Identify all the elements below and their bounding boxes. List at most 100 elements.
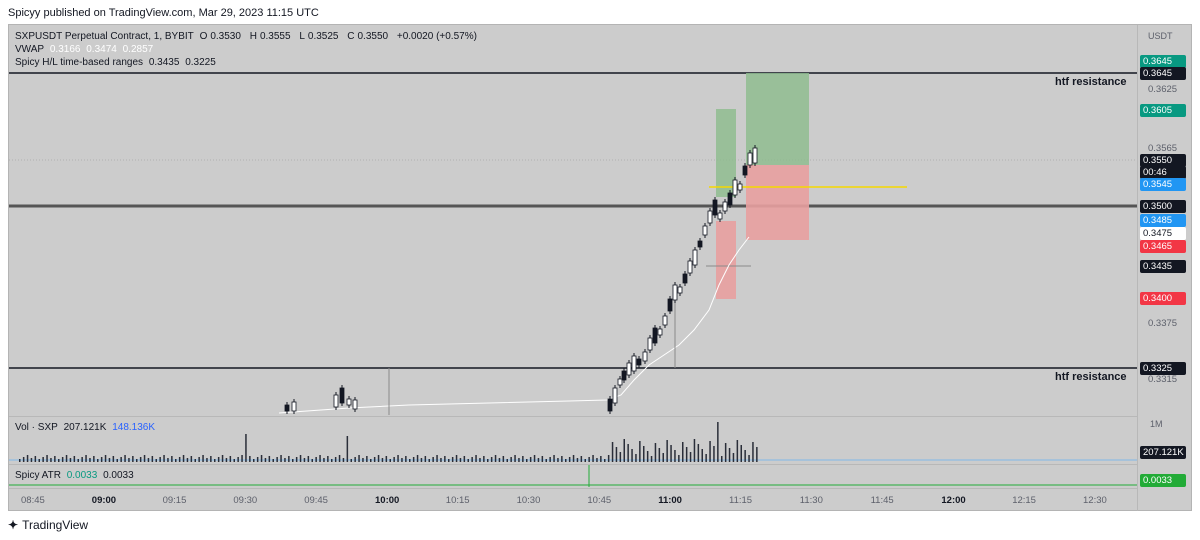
volume-bar bbox=[748, 455, 750, 462]
volume-bar bbox=[623, 439, 625, 462]
ohlc-high: 0.3555 bbox=[259, 31, 291, 42]
footer-brand[interactable]: ✦ TradingView bbox=[8, 518, 88, 532]
time-tick: 09:30 bbox=[233, 495, 258, 506]
vwap-label: VWAP bbox=[15, 44, 45, 55]
main-price-pane[interactable]: SXPUSDT Perpetual Contract, 1, BYBIT O 0.… bbox=[9, 25, 1137, 415]
publish-info: Spicyy published on TradingView.com, Mar… bbox=[8, 7, 319, 19]
candlestick-series bbox=[284, 145, 758, 414]
atr-axis-label: 0.0033 bbox=[1140, 474, 1186, 487]
volume-bar bbox=[151, 456, 154, 462]
volume-bar bbox=[190, 456, 193, 462]
volume-bar bbox=[502, 456, 505, 462]
volume-bar bbox=[643, 446, 645, 462]
volume-bar bbox=[311, 459, 313, 462]
price-tick: 0.3625 bbox=[1148, 84, 1178, 95]
volume-bar bbox=[537, 458, 540, 462]
price-chart-svg[interactable] bbox=[9, 25, 1137, 415]
time-tick: 10:30 bbox=[516, 495, 541, 506]
vwap-legend[interactable]: VWAP 0.3166 0.3474 0.2857 bbox=[15, 44, 156, 55]
volume-bar bbox=[744, 450, 746, 462]
volume-bar bbox=[385, 456, 388, 462]
volume-bar bbox=[272, 459, 274, 462]
candle-body bbox=[727, 192, 733, 206]
volume-bar bbox=[206, 458, 208, 462]
candle-body bbox=[737, 183, 743, 191]
volume-bar bbox=[58, 459, 60, 462]
volume-bar bbox=[229, 456, 232, 462]
chart-frame[interactable]: SXPUSDT Perpetual Contract, 1, BYBIT O 0.… bbox=[8, 24, 1192, 511]
volume-bar bbox=[565, 459, 567, 462]
ohlc-low: 0.3525 bbox=[307, 31, 339, 42]
volume-bar bbox=[77, 459, 79, 462]
volume-bar bbox=[713, 446, 715, 462]
candle-body bbox=[617, 378, 623, 386]
time-tick: 10:00 bbox=[375, 495, 400, 506]
volume-bar bbox=[241, 455, 243, 462]
volume-legend[interactable]: Vol · SXP 207.121K 148.136K bbox=[15, 422, 158, 433]
volume-bar bbox=[724, 443, 727, 462]
volume-bar bbox=[171, 456, 173, 462]
volume-bar bbox=[354, 457, 356, 462]
htf-resistance-lower-label: htf resistance bbox=[1055, 371, 1127, 383]
volume-bar bbox=[533, 455, 536, 462]
volume-bar bbox=[440, 458, 442, 462]
volume-bar bbox=[233, 459, 235, 462]
atr-pane[interactable]: Spicy ATR 0.0033 0.0033 bbox=[9, 464, 1137, 488]
time-tick: 12:15 bbox=[1012, 495, 1036, 506]
price-label-target-2: 0.3605 bbox=[1140, 104, 1186, 117]
price-label-target: 0.3645 bbox=[1140, 55, 1186, 68]
time-tick: 12:00 bbox=[941, 495, 966, 506]
volume-bar bbox=[253, 459, 255, 462]
time-tick: 11:30 bbox=[799, 495, 823, 506]
volume-bar bbox=[167, 458, 169, 462]
hl-legend[interactable]: Spicy H/L time-based ranges 0.3435 0.322… bbox=[15, 57, 219, 68]
candle-body bbox=[642, 351, 648, 362]
time-tick: 10:45 bbox=[587, 495, 612, 506]
candle-body bbox=[702, 225, 708, 236]
price-axis[interactable]: USDT 0.3625 0.3565 0.3375 0.3315 0.3645 … bbox=[1137, 25, 1192, 511]
volume-bars bbox=[19, 422, 758, 462]
volume-bar bbox=[292, 459, 294, 462]
volume-bar bbox=[416, 455, 419, 462]
time-tick: 12:30 bbox=[1083, 495, 1107, 506]
volume-bar bbox=[455, 455, 458, 462]
volume-bar bbox=[752, 442, 754, 462]
candle-body bbox=[284, 404, 290, 412]
volume-bar bbox=[424, 456, 427, 462]
time-tick: 09:45 bbox=[304, 495, 328, 506]
volume-bar bbox=[346, 436, 349, 462]
volume-bar bbox=[705, 454, 707, 462]
volume-bar bbox=[557, 458, 559, 462]
hl-label: Spicy H/L time-based ranges bbox=[15, 57, 144, 68]
atr-legend[interactable]: Spicy ATR 0.0033 0.0033 bbox=[15, 470, 137, 481]
volume-bar bbox=[393, 457, 395, 462]
volume-bar bbox=[518, 458, 520, 462]
volume-bar bbox=[459, 458, 462, 462]
price-label-hl: 0.3435 bbox=[1140, 260, 1186, 273]
volume-bar bbox=[69, 458, 72, 462]
volume-bar bbox=[338, 455, 341, 462]
volume-bar bbox=[366, 456, 368, 462]
volume-bar bbox=[405, 456, 407, 462]
volume-bar bbox=[217, 457, 220, 462]
time-axis[interactable]: 08:45 09:00 09:15 09:30 09:45 10:00 10:1… bbox=[9, 488, 1137, 511]
volume-bar bbox=[155, 459, 157, 462]
time-tick: 11:15 bbox=[729, 495, 753, 506]
volume-bar bbox=[22, 457, 25, 462]
volume-bar bbox=[334, 457, 337, 462]
volume-bar bbox=[319, 455, 321, 462]
short-stop-zone-1 bbox=[716, 221, 736, 299]
volume-pane[interactable]: Vol · SXP 207.121K 148.136K bbox=[9, 416, 1137, 463]
time-tick: 11:45 bbox=[870, 495, 894, 506]
vwap-line bbox=[278, 236, 750, 414]
volume-svg bbox=[9, 422, 1137, 462]
candle-body bbox=[621, 370, 627, 381]
volume-bar bbox=[61, 457, 64, 462]
volume-bar bbox=[483, 456, 485, 462]
atr-value-2: 0.0033 bbox=[103, 470, 134, 481]
volume-bar bbox=[487, 459, 489, 462]
candle-body bbox=[742, 165, 748, 176]
volume-bar bbox=[580, 456, 583, 462]
volume-bar bbox=[93, 456, 95, 462]
volume-bar bbox=[740, 445, 742, 462]
